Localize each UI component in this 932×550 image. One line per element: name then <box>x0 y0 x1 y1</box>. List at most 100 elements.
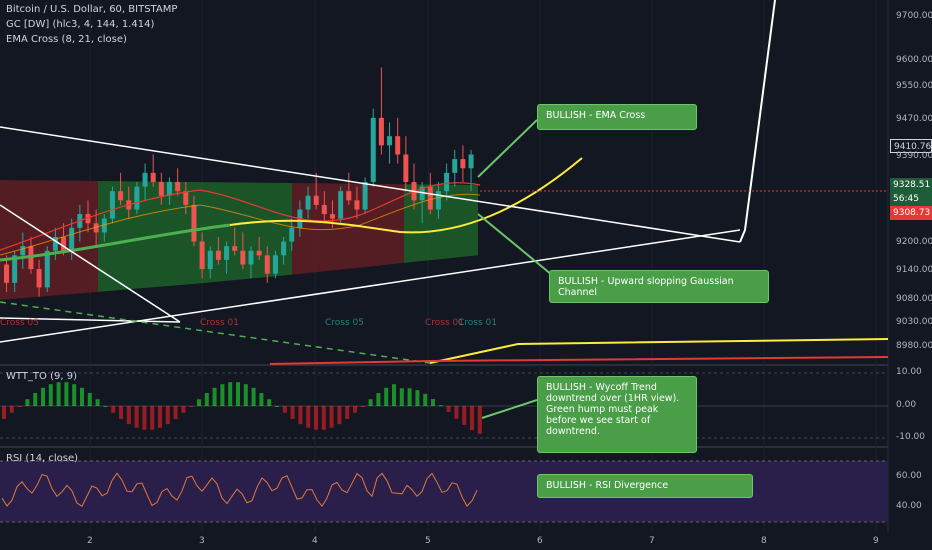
candle-body <box>199 241 205 270</box>
time-axis-label: 6 <box>537 536 543 546</box>
wtt-bar <box>243 384 248 406</box>
wtt-axis-label: 10.00 <box>896 367 922 377</box>
candle-body <box>175 182 181 192</box>
candle-body <box>330 214 335 219</box>
ema-fast-line <box>0 182 481 251</box>
wtt-bar <box>64 382 69 406</box>
wtt-bar <box>438 405 443 407</box>
candle-body <box>378 117 384 146</box>
wtt-bar <box>431 399 435 406</box>
wtt-axis-label: 0.00 <box>896 400 917 410</box>
candle-body <box>150 172 156 182</box>
candle-body <box>419 186 425 201</box>
wtt-bar <box>399 388 404 406</box>
gaussian-channel-band <box>200 182 292 284</box>
wtt-bar <box>103 406 108 407</box>
wtt-bar <box>415 390 420 406</box>
wtt-bar <box>376 393 381 406</box>
candle-body <box>395 136 401 155</box>
candle-body <box>232 246 238 251</box>
candle-body <box>69 227 75 251</box>
wtt-bar <box>165 406 170 425</box>
wtt-bar <box>9 406 14 413</box>
callout-ema-cross: BULLISH - EMA Cross <box>537 104 697 130</box>
wtt-bar <box>197 399 201 406</box>
wtt-bar <box>345 406 350 419</box>
candle-body <box>36 269 42 288</box>
rsi-axis-label: 60.00 <box>896 471 922 481</box>
wtt-bar <box>321 406 326 430</box>
wtt-bar <box>477 406 482 434</box>
wtt-bar <box>2 406 6 419</box>
candle-body <box>305 195 311 210</box>
wtt-bar <box>329 406 334 428</box>
candle-body <box>101 218 107 233</box>
price-axis-label: 9140.00 <box>896 265 932 275</box>
wtt-bar <box>384 387 389 406</box>
wtt-bar <box>446 406 451 412</box>
symbol-title: Bitcoin / U.S. Dollar, 60, BITSTAMP <box>6 4 178 15</box>
candle-body <box>207 250 213 270</box>
wtt-bar <box>251 387 256 406</box>
candle-body <box>44 250 50 288</box>
wtt-bar <box>368 399 373 406</box>
price-axis-label: 9390.00 <box>896 151 932 161</box>
callout-pointer <box>481 399 538 419</box>
cross-label: Cross 05 <box>0 318 39 328</box>
wtt-bar <box>142 406 147 430</box>
wtt-bar <box>236 382 240 406</box>
candle-body <box>362 182 368 210</box>
time-axis-label: 2 <box>87 536 93 546</box>
wtt-axis-label: -10.00 <box>896 432 926 442</box>
trendline-upper <box>0 126 741 243</box>
candle-body <box>12 255 18 283</box>
candle-body <box>224 246 230 260</box>
wtt-bar <box>212 387 217 406</box>
candle-body <box>370 117 376 182</box>
wtt-bar <box>25 399 30 406</box>
wtt-bar <box>95 399 100 406</box>
cross-label: Cross 01 <box>200 318 239 328</box>
ema-slow-line <box>0 193 481 256</box>
candle-body <box>183 191 189 205</box>
wtt-bar <box>353 406 357 413</box>
candle-body <box>248 250 254 265</box>
candle-body <box>444 172 450 192</box>
rsi-axis-label: 40.00 <box>896 501 922 511</box>
candle-body <box>240 250 246 265</box>
wtt-bar <box>181 406 186 413</box>
candle-body <box>118 191 124 201</box>
candle-body <box>109 191 115 219</box>
gaussian-channel-band <box>292 183 404 275</box>
candle-body <box>427 186 433 210</box>
wtt-bar <box>282 406 287 413</box>
wtt-bar <box>189 406 194 407</box>
trendline-base <box>0 317 181 323</box>
price-axis-label: 9600.00 <box>896 55 932 65</box>
wtt-bar <box>314 406 318 430</box>
wtt-bar <box>80 387 84 406</box>
candle-body <box>468 154 474 169</box>
trendline-lower <box>0 229 741 343</box>
rsi-legend: RSI (14, close) <box>6 453 79 464</box>
callout-rsi-divergence: BULLISH - RSI Divergence <box>537 474 753 498</box>
wtt-bar <box>462 406 467 425</box>
callout-gaussian-channel: BULLISH - Upward slopping Gaussian Chann… <box>549 270 769 303</box>
gaussian-channel-band <box>0 180 98 300</box>
candle-body <box>387 136 393 146</box>
time-axis-label: 9 <box>873 536 879 546</box>
time-axis-label: 7 <box>649 536 655 546</box>
wtt-bar <box>126 406 131 425</box>
cross-label: Cross 01 <box>425 318 464 328</box>
price-axis-label: 9700.00 <box>896 11 932 21</box>
candle-body <box>167 182 172 196</box>
wtt-bar <box>56 382 61 406</box>
candle-body <box>338 191 344 219</box>
gaussian-midline-green <box>0 223 231 262</box>
yellow-lower-line <box>429 338 889 364</box>
time-axis-label: 4 <box>312 536 318 546</box>
wtt-bar <box>298 406 303 425</box>
wtt-bar <box>290 406 295 419</box>
candle-body <box>435 191 441 210</box>
